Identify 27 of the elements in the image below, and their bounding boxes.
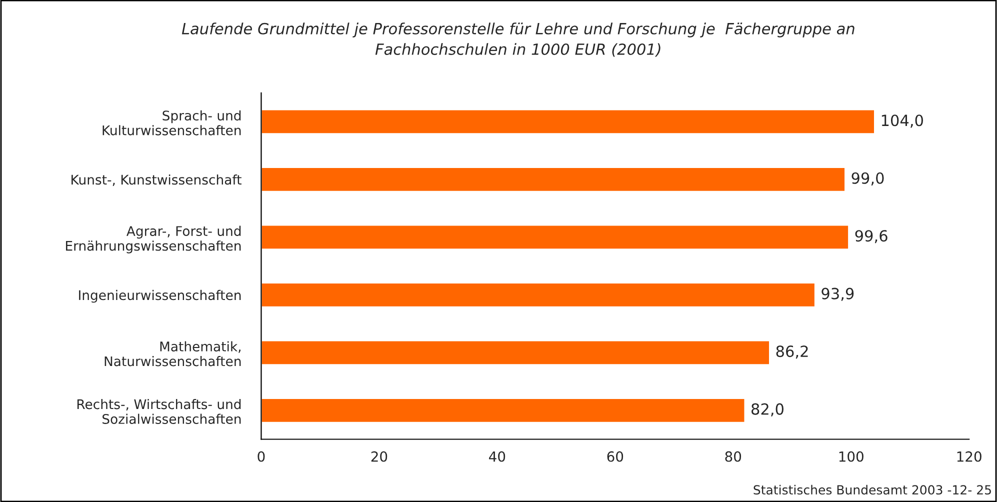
data-label: 82,0	[752, 403, 784, 416]
data-label: 99,6	[855, 230, 888, 244]
data-label: 99,0	[852, 172, 884, 186]
y-tick-label: Agrar-, Forst- und Ernährungswissenschaften	[66, 226, 241, 254]
bar	[261, 282, 816, 308]
y-tick-label: Ingenieurwissenschaften	[79, 290, 241, 303]
y-tick-label: Mathematik, Naturwissenschaften	[104, 341, 241, 366]
x-tick-label: 20	[371, 451, 388, 462]
x-tick-label: 40	[489, 451, 506, 462]
y-tick-label: Rechts-, Wirtschafts- und Sozialwissenschaften	[77, 398, 241, 424]
x-tick-label: 100	[839, 451, 864, 462]
y-tick-label: Kunst-, Kunstwissenschaft	[72, 174, 242, 186]
x-tick-label: 60	[607, 451, 624, 462]
y-tick-label: Sprach- und Kulturwissenschaften	[102, 110, 241, 136]
data-label: 86,2	[776, 346, 808, 359]
x-tick-label: 0	[258, 451, 265, 462]
chart-title: Laufende Grundmittel je Professorenstelle für Lehre und Forschung je Fächergruppe an Fachhochschulen in 1000 EUR (2001)	[182, 22, 854, 57]
bar	[261, 224, 850, 250]
x-tick-label: 80	[725, 451, 742, 462]
bar	[261, 166, 846, 192]
bar	[261, 340, 770, 366]
bar	[261, 398, 746, 424]
bar	[261, 108, 876, 135]
data-label: 104,0	[882, 114, 923, 128]
data-label: 93,9	[822, 288, 854, 301]
x-tick-label: 120	[957, 451, 982, 462]
text: Statistisches Bundesamt 2003 -12- 25	[754, 484, 991, 495]
